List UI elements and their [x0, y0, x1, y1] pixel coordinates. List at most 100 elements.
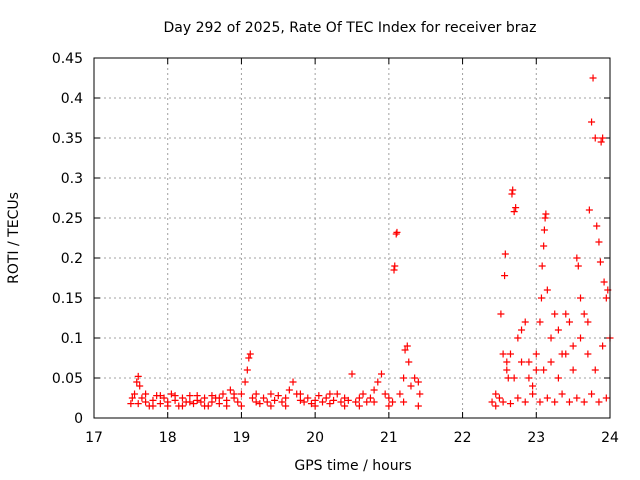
data-point	[407, 382, 415, 390]
data-point	[405, 358, 413, 366]
data-point	[337, 398, 345, 406]
data-point	[178, 402, 186, 410]
data-point	[536, 318, 544, 326]
data-point	[352, 398, 360, 406]
data-point	[595, 238, 603, 246]
data-point	[322, 394, 330, 402]
data-point	[599, 134, 607, 142]
data-point	[532, 366, 540, 374]
x-tick-label: 18	[159, 430, 177, 446]
x-tick-label: 24	[601, 430, 619, 446]
data-point	[201, 394, 209, 402]
data-point	[591, 134, 599, 142]
data-point	[344, 396, 352, 404]
data-point	[580, 398, 588, 406]
data-point	[499, 398, 507, 406]
data-point	[501, 250, 509, 258]
data-point	[497, 310, 505, 318]
data-point	[178, 394, 186, 402]
data-point	[219, 390, 227, 398]
data-point	[602, 394, 610, 402]
data-point	[414, 402, 422, 410]
data-point	[488, 398, 496, 406]
data-point	[393, 228, 401, 236]
data-point	[333, 390, 341, 398]
y-tick-label: 0	[74, 411, 83, 427]
data-point	[588, 118, 596, 126]
y-tick-label: 0.3	[61, 171, 83, 187]
data-point	[597, 138, 605, 146]
data-point	[390, 266, 398, 274]
data-point	[267, 402, 275, 410]
data-point	[289, 378, 297, 386]
data-point	[392, 230, 400, 238]
data-point	[403, 342, 411, 350]
data-point	[501, 272, 509, 280]
data-point	[136, 382, 144, 390]
data-point	[396, 390, 404, 398]
data-point	[197, 398, 205, 406]
data-point	[282, 394, 290, 402]
data-point	[237, 390, 245, 398]
data-point	[282, 402, 290, 410]
data-point	[296, 396, 304, 404]
data-point	[541, 214, 549, 222]
data-point	[551, 398, 559, 406]
data-point	[341, 402, 349, 410]
y-tick-label: 0.4	[61, 91, 83, 107]
data-point	[385, 402, 393, 410]
data-point	[558, 390, 566, 398]
data-point	[263, 398, 271, 406]
data-point	[525, 358, 533, 366]
data-point	[577, 334, 585, 342]
data-point	[589, 74, 597, 82]
data-point	[260, 394, 268, 402]
data-point	[518, 358, 526, 366]
data-point	[370, 398, 378, 406]
data-point	[540, 242, 548, 250]
chart-title: Day 292 of 2025, Rate Of TEC Index for r…	[164, 20, 537, 36]
data-point	[510, 208, 518, 216]
data-point	[230, 390, 238, 398]
data-point	[400, 398, 408, 406]
data-point	[134, 400, 142, 408]
data-point	[591, 366, 599, 374]
data-point	[573, 394, 581, 402]
data-point	[593, 222, 601, 230]
data-point	[319, 398, 327, 406]
data-point	[504, 374, 512, 382]
data-point	[296, 390, 304, 398]
data-point	[599, 342, 607, 350]
data-point	[186, 398, 194, 406]
data-point	[595, 398, 603, 406]
data-point	[510, 374, 518, 382]
data-point	[133, 378, 141, 386]
x-tick-label: 22	[454, 430, 472, 446]
data-point	[512, 204, 520, 212]
data-point	[514, 394, 522, 402]
data-point	[330, 396, 338, 404]
data-point	[348, 370, 356, 378]
y-tick-label: 0.2	[61, 251, 83, 267]
data-point	[167, 390, 175, 398]
data-point	[573, 254, 581, 262]
data-point	[208, 398, 216, 406]
data-point	[142, 398, 150, 406]
data-point	[529, 382, 537, 390]
data-point	[518, 326, 526, 334]
data-point	[562, 350, 570, 358]
data-point	[171, 392, 179, 400]
data-point	[341, 394, 349, 402]
plot-frame	[93, 57, 611, 419]
data-point	[274, 392, 282, 400]
x-tick-label: 17	[85, 430, 103, 446]
data-point	[142, 390, 150, 398]
data-point	[256, 400, 264, 408]
data-point	[234, 398, 242, 406]
data-point	[193, 392, 201, 400]
y-tick-label: 0.25	[52, 211, 83, 227]
data-points	[127, 74, 614, 410]
data-point	[363, 398, 371, 406]
data-point	[252, 390, 260, 398]
